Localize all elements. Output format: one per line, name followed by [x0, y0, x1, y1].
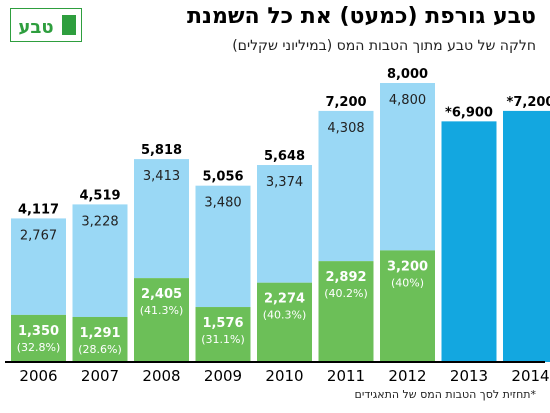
x-tick-2006: 2006 — [19, 367, 57, 385]
teva-label-2012: 3,200 — [387, 259, 428, 274]
teva-bar-2010 — [257, 282, 312, 362]
rest-label-2006: 2,767 — [20, 228, 57, 243]
rest-label-2008: 3,413 — [143, 169, 180, 184]
x-tick-2012: 2012 — [388, 367, 426, 385]
x-tick-2013: 2013 — [450, 367, 488, 385]
x-tick-2011: 2011 — [327, 367, 365, 385]
total-label-2008: 5,818 — [141, 143, 182, 158]
total-bar-2009 — [195, 185, 251, 308]
x-tick-2007: 2007 — [81, 367, 119, 385]
x-tick-2014: 2014 — [511, 367, 549, 385]
rest-label-2012: 4,800 — [389, 93, 426, 108]
total-bar-2010 — [257, 165, 312, 283]
x-tick-2009: 2009 — [204, 367, 242, 385]
total-bar-2008 — [134, 159, 189, 279]
teva-label-2006: 1,350 — [18, 324, 59, 339]
logo-text: טבע — [18, 17, 53, 38]
total-bar-2006 — [11, 218, 66, 315]
share-label-2009: (31.1%) — [201, 333, 245, 346]
rest-label-2009: 3,480 — [204, 196, 241, 211]
rest-label-2011: 4,308 — [327, 121, 364, 136]
chart-footnote: *תחזית לסך הטבות המס של התאגידים — [354, 388, 536, 401]
total-label-2013: *6,900 — [445, 105, 493, 120]
teva-label-2007: 1,291 — [79, 326, 120, 341]
total-bar-2012 — [380, 83, 435, 251]
total-label-2012: 8,000 — [387, 67, 428, 82]
total-label-2006: 4,117 — [18, 202, 59, 217]
forecast-bar-2013 — [441, 121, 497, 362]
share-label-2012: (40%) — [391, 276, 424, 289]
teva-bar-2008 — [134, 278, 189, 362]
share-label-2007: (28.6%) — [78, 343, 122, 356]
forecast-bar-2014 — [503, 110, 550, 363]
rest-label-2007: 3,228 — [81, 214, 118, 229]
teva-bar-2009 — [195, 307, 251, 362]
total-label-2014: *7,200 — [507, 95, 550, 110]
teva-label-2011: 2,892 — [325, 270, 366, 285]
teva-bar-2011 — [318, 261, 374, 362]
total-label-2011: 7,200 — [325, 95, 366, 110]
chart-subtitle: חלקה של טבע מתוך הטבות המס (במיליוני שקל… — [232, 38, 536, 54]
share-label-2008: (41.3%) — [140, 304, 184, 317]
teva-logo: טבע — [10, 8, 82, 42]
x-tick-2008: 2008 — [142, 367, 180, 385]
teva-bar-2012 — [380, 250, 435, 362]
teva-label-2009: 1,576 — [202, 316, 243, 331]
teva-bar-2006 — [11, 314, 66, 362]
share-label-2011: (40.2%) — [324, 287, 368, 300]
chart-title: טבע גורפת (כמעט) את כל השמנת — [186, 4, 536, 29]
rest-label-2010: 3,374 — [266, 175, 303, 190]
teva-bar-2007 — [72, 316, 128, 362]
share-label-2010: (40.3%) — [263, 309, 307, 322]
total-label-2010: 5,648 — [264, 149, 305, 164]
x-tick-2010: 2010 — [265, 367, 303, 385]
total-bar-2011 — [318, 110, 374, 262]
share-label-2006: (32.8%) — [17, 341, 61, 354]
total-label-2009: 5,056 — [202, 170, 243, 185]
total-bar-2007 — [72, 204, 128, 317]
total-label-2007: 4,519 — [79, 188, 120, 203]
teva-label-2010: 2,274 — [264, 292, 305, 307]
teva-label-2008: 2,405 — [141, 287, 182, 302]
